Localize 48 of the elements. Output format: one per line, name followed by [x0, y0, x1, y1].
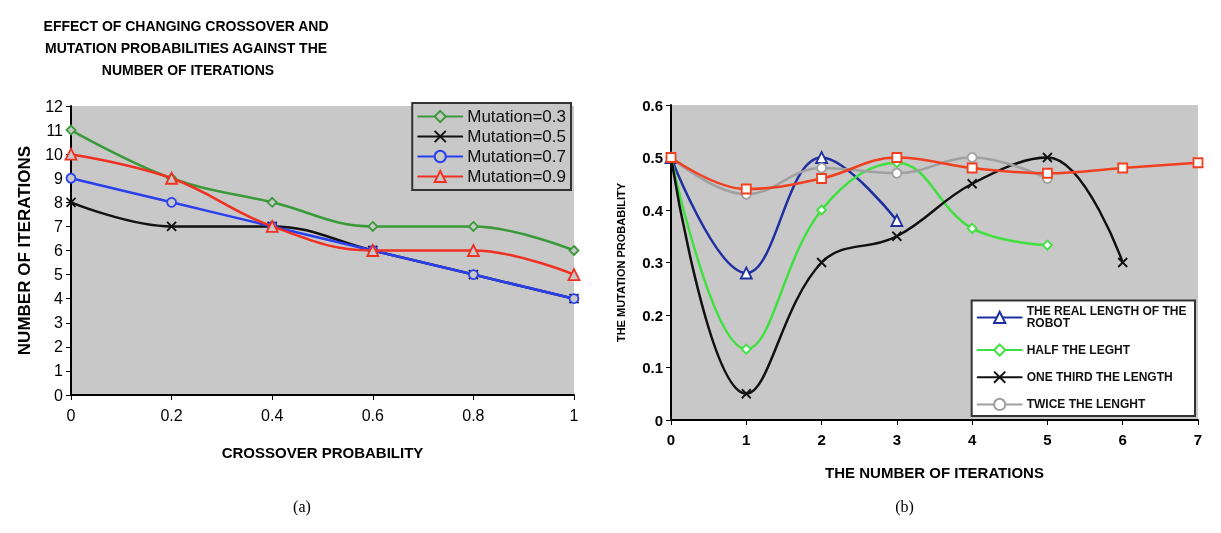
legend-label: Mutation=0.5	[467, 127, 566, 146]
x-tick-label: 0	[66, 406, 76, 424]
y-tick-label: 0.4	[642, 201, 664, 219]
legend-label: Mutation=0.9	[467, 167, 566, 186]
x-tick-label: 5	[1043, 431, 1052, 448]
y-tick-label: 0.5	[642, 149, 663, 166]
x-tick-label: 1	[742, 431, 751, 448]
legend-label: Mutation=0.3	[467, 107, 566, 126]
y-tick-label: 4	[54, 290, 64, 308]
x-tick-label: 4	[967, 431, 977, 448]
y-tick-label: 10	[45, 145, 64, 163]
y-tick-label: 5	[54, 266, 64, 284]
legend-label: Mutation=0.7	[467, 147, 566, 166]
y-tick-label: 9	[54, 169, 64, 187]
x-tick-label: 6	[1118, 431, 1127, 448]
y-tick-label: 0.3	[642, 254, 663, 271]
x-tick-label: 1	[569, 406, 579, 424]
y-tick-label: 0.2	[642, 306, 663, 324]
y-tick-label: 3	[54, 314, 64, 332]
legend-label: ONE THIRD THE LENGTH	[1026, 370, 1173, 385]
y-tick-label: 6	[54, 242, 64, 259]
x-tick-label: 7	[1193, 431, 1203, 448]
x-axis-title: CROSSOVER PROBABILITY	[221, 444, 424, 461]
y-tick-label: 7	[54, 217, 64, 235]
y-tick-label: 1	[54, 362, 64, 380]
text: (b)	[895, 497, 914, 516]
y-tick-label: 0.6	[642, 96, 663, 114]
x-tick-label: 0.4	[261, 406, 284, 424]
x-tick-label: 0.6	[361, 406, 385, 424]
y-axis-title: THE MUTATION PROBABILITY	[614, 182, 627, 343]
legend-label: TWICE THE LENGHT	[1026, 397, 1146, 412]
y-tick-label: 11	[46, 121, 64, 139]
text: (a)	[293, 497, 311, 516]
y-tick-label: 0	[54, 386, 64, 404]
x-tick-label: 2	[817, 431, 826, 448]
x-axis-title: THE NUMBER OF ITERATIONS	[825, 464, 1044, 481]
y-tick-label: 8	[54, 193, 64, 211]
legend-label: HALF THE LEGHT	[1026, 343, 1131, 357]
y-tick-label: 0.1	[642, 359, 663, 376]
x-tick-label: 3	[892, 431, 902, 448]
y-axis-title: NUMBER OF ITERATIONS	[15, 145, 34, 356]
x-tick-label: 0	[666, 431, 676, 448]
y-tick-label: 12	[45, 97, 64, 115]
chart-title: EFFECT OF CHANGING CROSSOVER AND MUTATION PROBABILITIES AGAINST THE NUMBER OF ITERATIONS	[43, 18, 333, 78]
y-tick-label: 2	[54, 338, 64, 356]
x-tick-label: 0.8	[462, 406, 485, 424]
legend-label: THE REAL LENGTH OF THE ROBOT	[1026, 304, 1190, 331]
x-tick-label: 0.2	[160, 406, 183, 424]
